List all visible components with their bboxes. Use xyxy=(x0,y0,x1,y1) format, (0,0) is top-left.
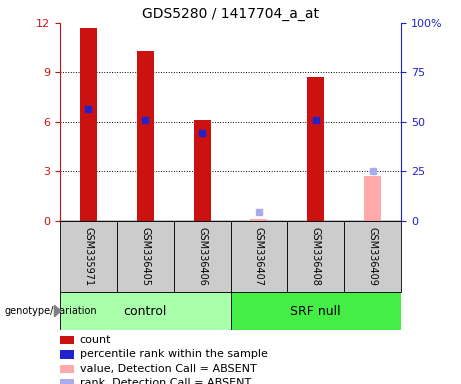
Text: value, Detection Call = ABSENT: value, Detection Call = ABSENT xyxy=(80,364,256,374)
Text: genotype/variation: genotype/variation xyxy=(5,306,97,316)
Bar xyxy=(136,51,154,221)
Text: count: count xyxy=(80,335,111,345)
Text: GSM336408: GSM336408 xyxy=(311,227,321,286)
Title: GDS5280 / 1417704_a_at: GDS5280 / 1417704_a_at xyxy=(142,7,319,21)
Bar xyxy=(117,221,174,292)
Bar xyxy=(230,221,287,292)
Text: GSM336407: GSM336407 xyxy=(254,227,264,286)
Text: GSM336409: GSM336409 xyxy=(367,227,378,286)
Polygon shape xyxy=(54,305,61,317)
Bar xyxy=(230,292,401,330)
Bar xyxy=(174,221,230,292)
Bar xyxy=(194,120,211,221)
Text: GSM336406: GSM336406 xyxy=(197,227,207,286)
Bar xyxy=(364,176,381,221)
Text: control: control xyxy=(124,305,167,318)
Bar xyxy=(287,221,344,292)
Text: GSM335971: GSM335971 xyxy=(83,227,94,286)
Bar xyxy=(307,78,324,221)
Text: SRF null: SRF null xyxy=(290,305,341,318)
Bar xyxy=(250,219,267,221)
Bar xyxy=(60,379,74,384)
Bar xyxy=(60,292,230,330)
Text: GSM336405: GSM336405 xyxy=(140,227,150,286)
Bar xyxy=(60,336,74,344)
Text: percentile rank within the sample: percentile rank within the sample xyxy=(80,349,268,359)
Bar xyxy=(60,365,74,373)
Bar xyxy=(60,350,74,359)
Bar xyxy=(80,28,97,221)
Bar xyxy=(344,221,401,292)
Bar xyxy=(60,221,117,292)
Text: rank, Detection Call = ABSENT: rank, Detection Call = ABSENT xyxy=(80,379,251,384)
